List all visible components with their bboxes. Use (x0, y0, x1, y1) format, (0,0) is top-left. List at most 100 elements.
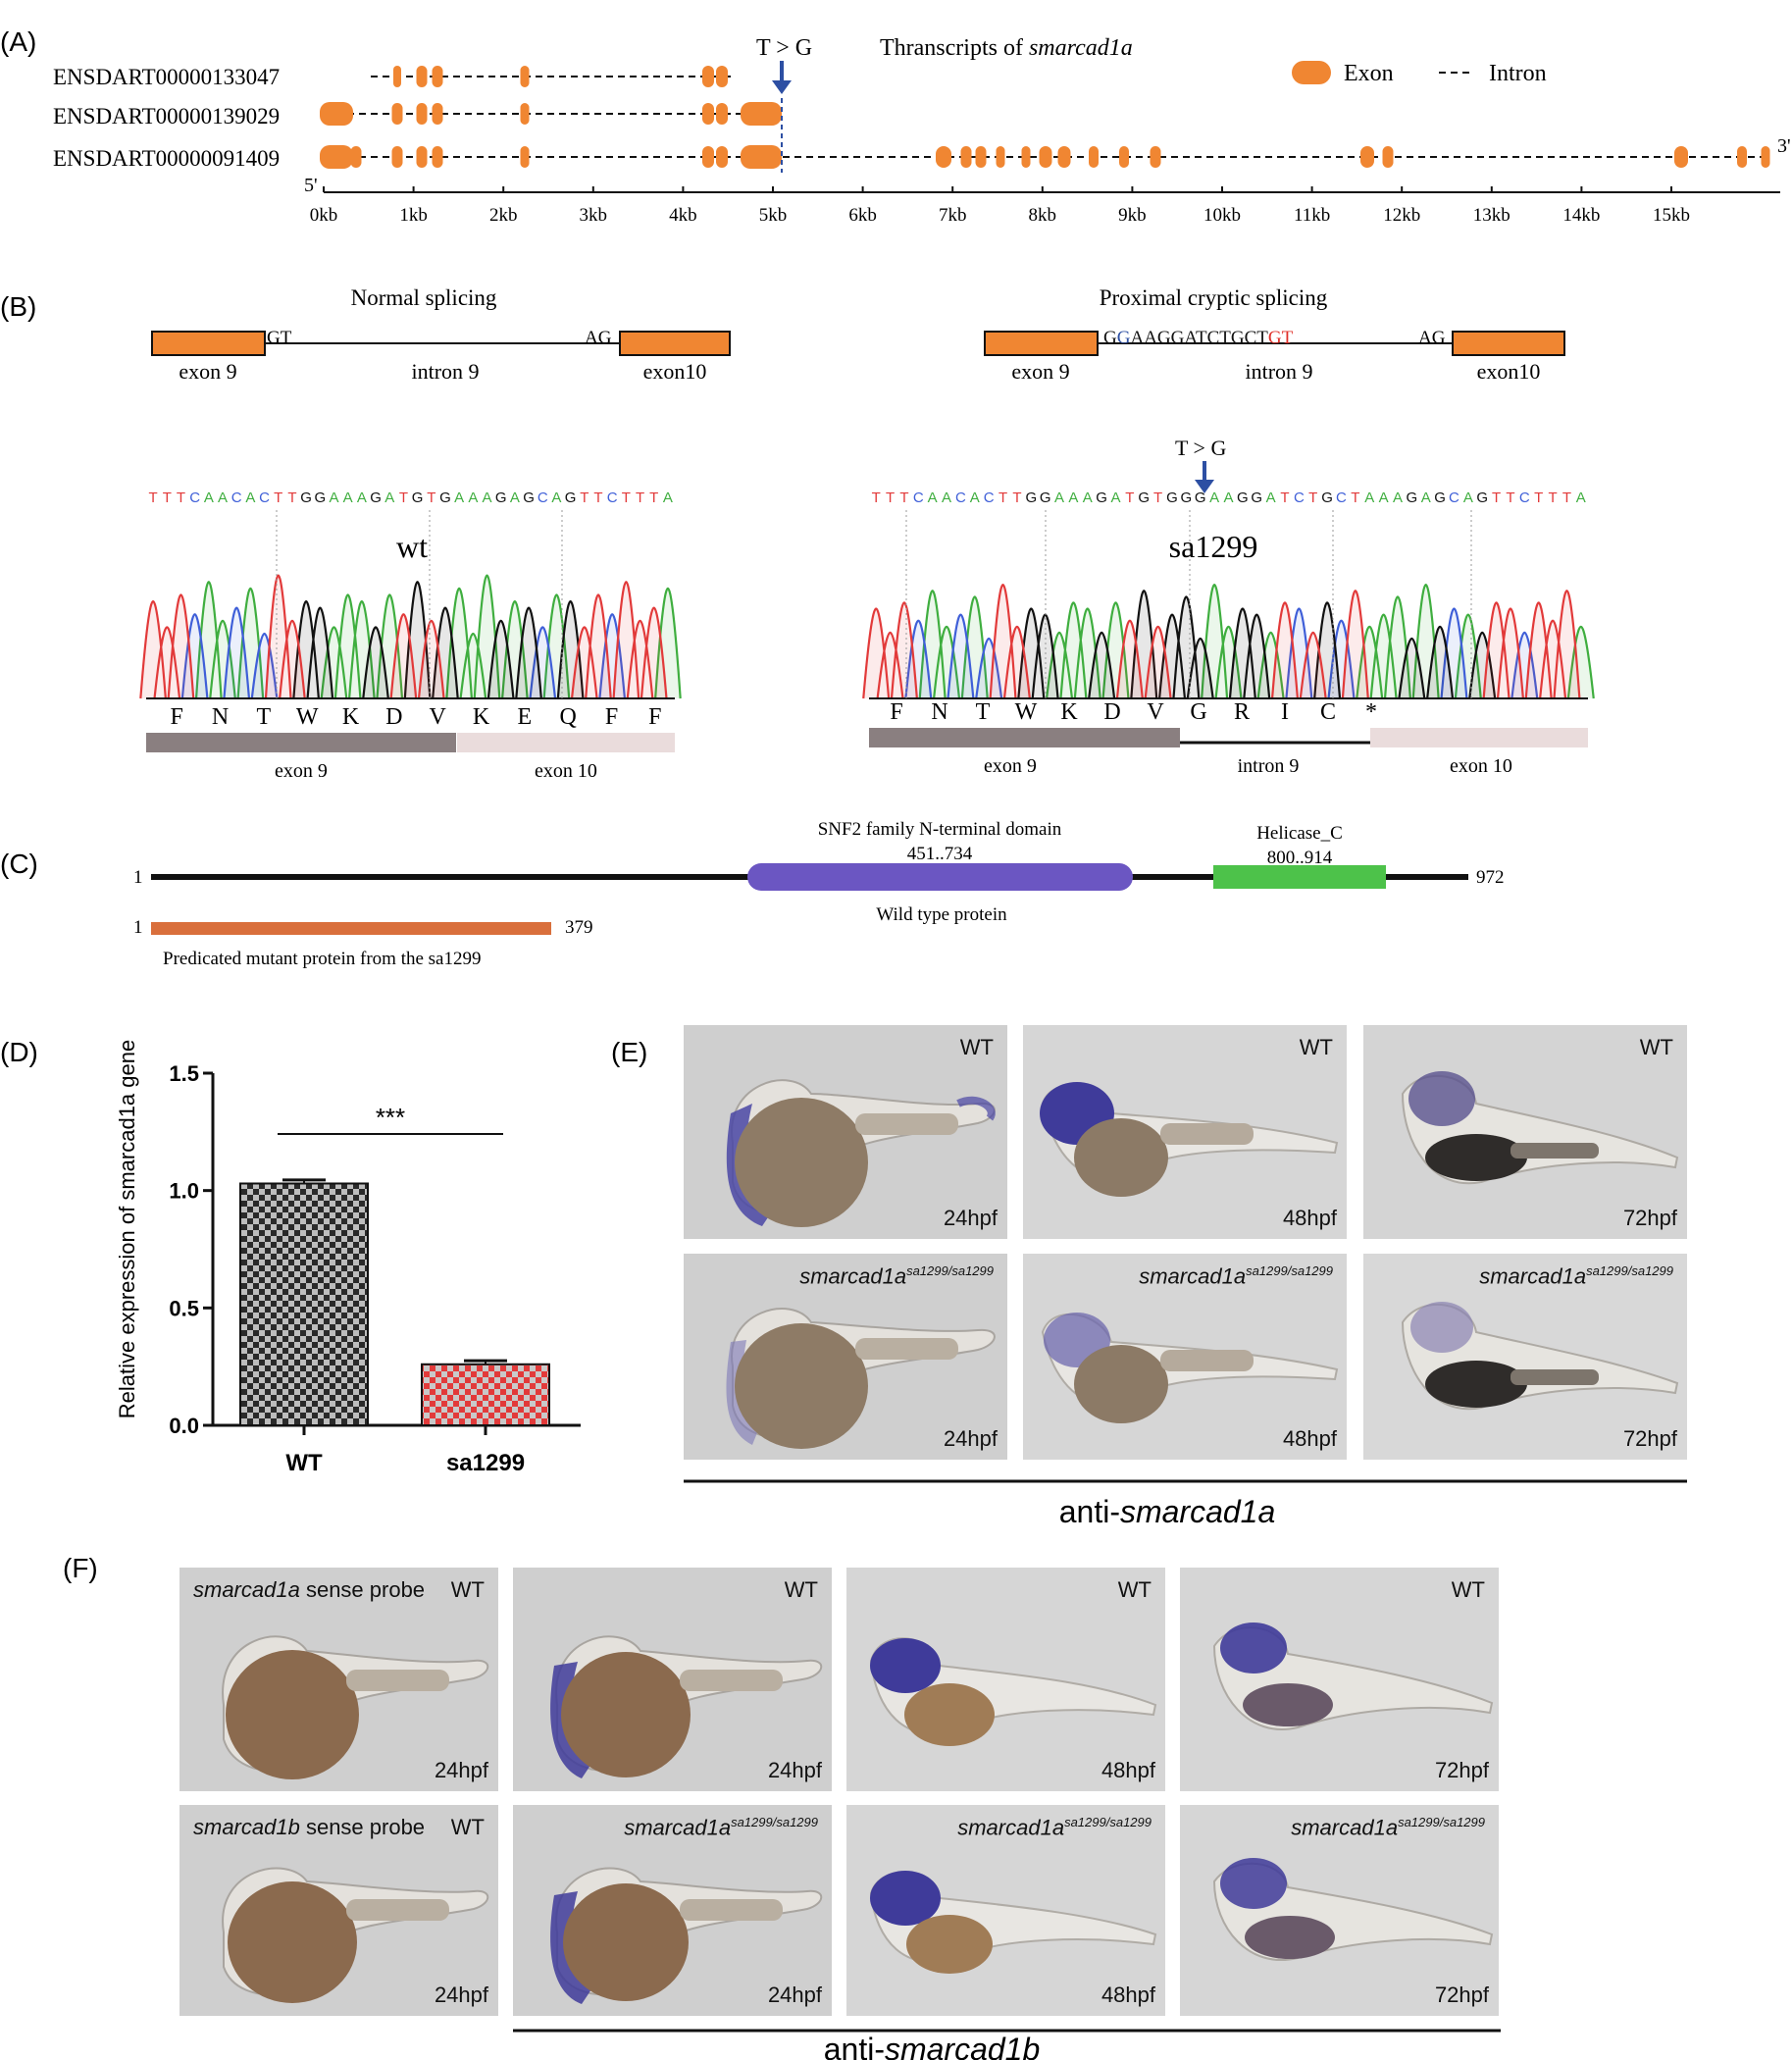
exon-block (393, 66, 401, 87)
base-call: T (1506, 489, 1514, 506)
base-call: C (913, 489, 924, 506)
exon-block (320, 102, 353, 126)
f-stage-label: 24hpf (434, 1983, 488, 2007)
exon-block (432, 146, 443, 168)
exon-block (1761, 146, 1770, 168)
e-tile-wt-24: WT 24hpf (684, 1025, 1007, 1239)
kb-tick-label: 11kb (1294, 205, 1330, 226)
exon-block (741, 102, 782, 126)
base-call: G (1195, 489, 1206, 506)
f-tile-wt-24: WT 24hpf (513, 1568, 832, 1791)
e-stage-label: 24hpf (943, 1426, 998, 1451)
kb-tick-label: 9kb (1118, 205, 1147, 226)
base-call: A (1364, 489, 1374, 506)
base-call: T (899, 489, 908, 506)
transcripts-title: Thranscripts of smarcad1a (880, 35, 1133, 61)
exon-block (960, 146, 972, 168)
e-geno-label: smarcad1asa1299/sa1299 (1139, 1263, 1333, 1289)
axis-3prime: 3' (1777, 135, 1791, 157)
f-tile-sense-b: smarcad1b sense probe WT 24hpf (179, 1805, 498, 2016)
base-call: T (649, 489, 658, 506)
exon-block (996, 146, 1005, 168)
f-geno-label: smarcad1asa1299/sa1299 (957, 1815, 1152, 1840)
helicase-name: Helicase_C (1256, 823, 1343, 844)
embryo-image (222, 1867, 489, 2003)
base-call: G (1025, 489, 1037, 506)
trace-G (292, 581, 585, 699)
base-call: A (970, 489, 980, 506)
f-wt-label: WT (1117, 1577, 1152, 1602)
exon-block (1039, 146, 1052, 168)
base-call: A (454, 489, 464, 506)
f-wt-label: WT (1451, 1577, 1485, 1602)
exon-block (391, 103, 403, 125)
exon9-label-right: exon 9 (1011, 359, 1069, 384)
f-tile-sense-a: smarcad1a sense probe WT 24hpf (179, 1568, 498, 1791)
base-call: T (622, 489, 631, 506)
f-stage-label: 24hpf (434, 1758, 488, 1782)
exon-block (416, 103, 428, 125)
base-call: A (204, 489, 214, 506)
bar-exon9-mut (869, 728, 1180, 747)
exon-block (1119, 146, 1129, 168)
base-call: G (439, 489, 451, 506)
exon-block (741, 145, 782, 169)
acceptor-ag-right: AG (1418, 328, 1446, 348)
exon-block (520, 146, 530, 168)
trace-C (904, 607, 1539, 699)
base-call: C (1519, 489, 1530, 506)
bar-sa1299 (421, 1363, 550, 1426)
amino-acid: T (256, 704, 271, 730)
base-call: G (314, 489, 326, 506)
f-stage-label: 24hpf (767, 1758, 822, 1782)
exon-block (716, 66, 728, 87)
x-tick-label: sa1299 (446, 1450, 525, 1476)
base-call: G (565, 489, 577, 506)
kb-tick-label: 15kb (1653, 205, 1690, 226)
transcript-id-2: ENSDART00000139029 (53, 104, 280, 129)
base-call: C (259, 489, 270, 506)
exon-block (350, 146, 362, 168)
base-call: G (412, 489, 424, 506)
embryo-image (1212, 1622, 1494, 1730)
base-call: A (551, 489, 561, 506)
amino-acid: C (1320, 699, 1336, 725)
e-wt-label: WT (1299, 1035, 1333, 1059)
e-tile-wt-48: WT 48hpf (1023, 1025, 1347, 1239)
f-sense-b-label: smarcad1b sense probe (193, 1815, 426, 1839)
amino-acid: F (170, 704, 182, 730)
base-call: T (998, 489, 1007, 506)
base-call: G (370, 489, 382, 506)
base-call: G (1251, 489, 1262, 506)
bar-WT (239, 1182, 369, 1427)
embryo-image (869, 1637, 1157, 1746)
wt-protein-label: Wild type protein (876, 904, 1007, 925)
base-call: T (1534, 489, 1543, 506)
mutation-label-b: T > G (1175, 436, 1226, 460)
base-call: G (1321, 489, 1333, 506)
base-call: A (1054, 489, 1064, 506)
base-call: A (1209, 489, 1219, 506)
amino-acid: F (605, 704, 618, 730)
exon-block (716, 103, 728, 125)
base-call: T (399, 489, 408, 506)
mutation-arrow-b (1195, 461, 1214, 493)
base-call: A (343, 489, 353, 506)
exon-block (975, 146, 987, 168)
kb-tick-label: 13kb (1473, 205, 1510, 226)
exon-block (432, 103, 443, 125)
exon9-box-right (984, 331, 1099, 356)
panel-c-label: (C) (0, 849, 38, 879)
exon-block (1360, 146, 1374, 168)
f-geno-label: smarcad1asa1299/sa1299 (1291, 1815, 1485, 1840)
protein-start: 1 (133, 867, 143, 888)
base-call: T (1548, 489, 1557, 506)
bar-intron9-mut-label: intron 9 (1238, 755, 1300, 777)
embryo-image (550, 1635, 823, 1778)
base-call: G (1434, 489, 1446, 506)
amino-acid: W (296, 704, 319, 730)
kb-tick-label: 2kb (489, 205, 518, 226)
protein-end: 972 (1476, 867, 1505, 888)
base-call: C (1336, 489, 1347, 506)
exon-block (1021, 146, 1031, 168)
